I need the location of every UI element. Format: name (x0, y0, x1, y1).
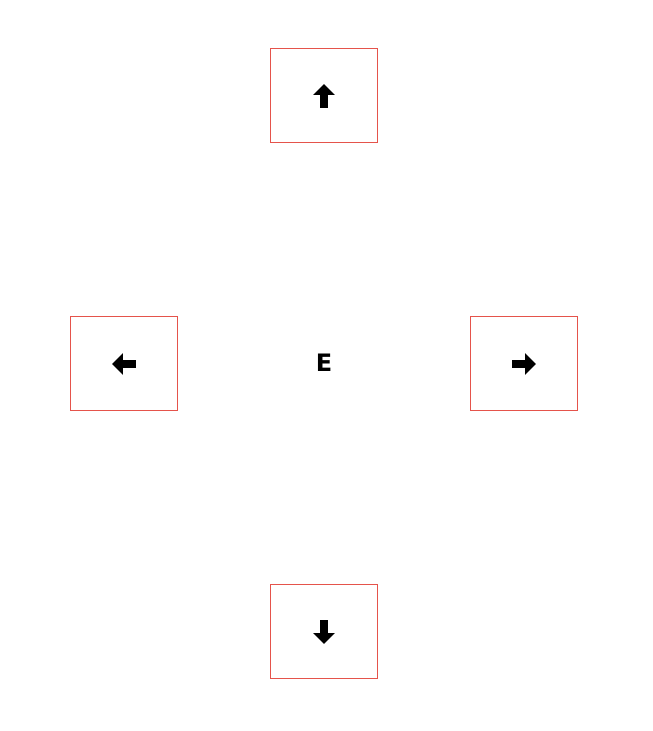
arrow-up-icon (309, 81, 339, 111)
move-up-button[interactable] (270, 48, 378, 143)
move-right-button[interactable] (470, 316, 578, 411)
arrow-down-icon (309, 617, 339, 647)
move-down-button[interactable] (270, 584, 378, 679)
move-left-button[interactable] (70, 316, 178, 411)
center-label: E (315, 349, 333, 377)
arrow-left-icon (109, 349, 139, 379)
arrow-right-icon (509, 349, 539, 379)
